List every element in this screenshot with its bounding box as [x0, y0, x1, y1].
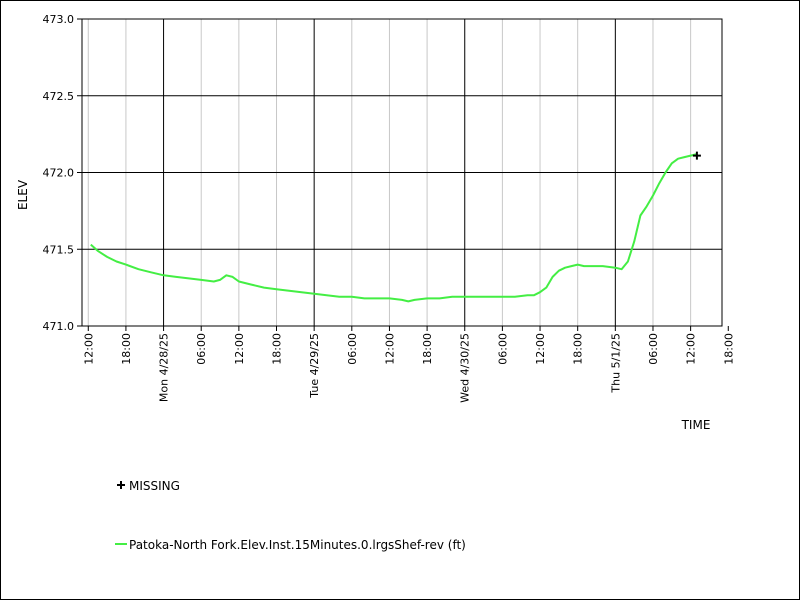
- legend-item-series: Patoka-North Fork.Elev.Inst.15Minutes.0.…: [115, 538, 466, 552]
- x-tick-label: 12:00: [534, 333, 547, 365]
- y-axis-ticks: 471.0 471.5 472.0 472.5 473.0: [43, 13, 82, 333]
- y-tick-label: 473.0: [43, 13, 75, 26]
- x-tick-label: Thu 5/1/25: [609, 333, 622, 394]
- legend-label-missing: MISSING: [129, 479, 180, 493]
- plus-icon: [117, 481, 125, 489]
- x-tick-label: 18:00: [572, 333, 585, 365]
- legend-item-missing: MISSING: [117, 479, 180, 493]
- x-tick-label: Tue 4/29/25: [308, 333, 321, 399]
- x-tick-label: 06:00: [346, 333, 359, 365]
- y-tick-label: 472.5: [43, 90, 75, 103]
- x-axis-ticks: 12:00 18:00 Mon 4/28/25 06:00 12:00 18:00 Tue …: [82, 326, 735, 403]
- x-axis-label: TIME: [681, 418, 711, 432]
- x-tick-label: 12:00: [685, 333, 698, 365]
- missing-marker: [692, 151, 701, 160]
- legend-label-series: Patoka-North Fork.Elev.Inst.15Minutes.0.…: [129, 538, 466, 552]
- x-tick-label: 06:00: [647, 333, 660, 365]
- y-tick-label: 471.0: [43, 320, 75, 333]
- y-tick-label: 472.0: [43, 167, 75, 180]
- x-tick-label: 18:00: [421, 333, 434, 365]
- legend: MISSING Patoka-North Fork.Elev.Inst.15Mi…: [115, 479, 466, 552]
- major-gridlines: [82, 18, 722, 327]
- x-tick-label: Mon 4/28/25: [158, 333, 171, 402]
- x-tick-label: 12:00: [233, 333, 246, 365]
- x-tick-label: 18:00: [120, 333, 133, 365]
- x-tick-label: Wed 4/30/25: [459, 333, 472, 403]
- y-axis-label: ELEV: [16, 179, 30, 210]
- series-layer: [90, 153, 698, 303]
- x-tick-label: 12:00: [82, 333, 95, 365]
- x-tick-label: 06:00: [496, 333, 509, 365]
- missing-markers: [692, 151, 701, 160]
- x-tick-label: 18:00: [722, 333, 735, 365]
- y-tick-label: 471.5: [43, 243, 75, 256]
- x-tick-label: 06:00: [195, 333, 208, 365]
- x-tick-label: 12:00: [383, 333, 396, 365]
- series-line-patoka-north-fork: [90, 153, 698, 303]
- x-tick-label: 18:00: [271, 333, 284, 365]
